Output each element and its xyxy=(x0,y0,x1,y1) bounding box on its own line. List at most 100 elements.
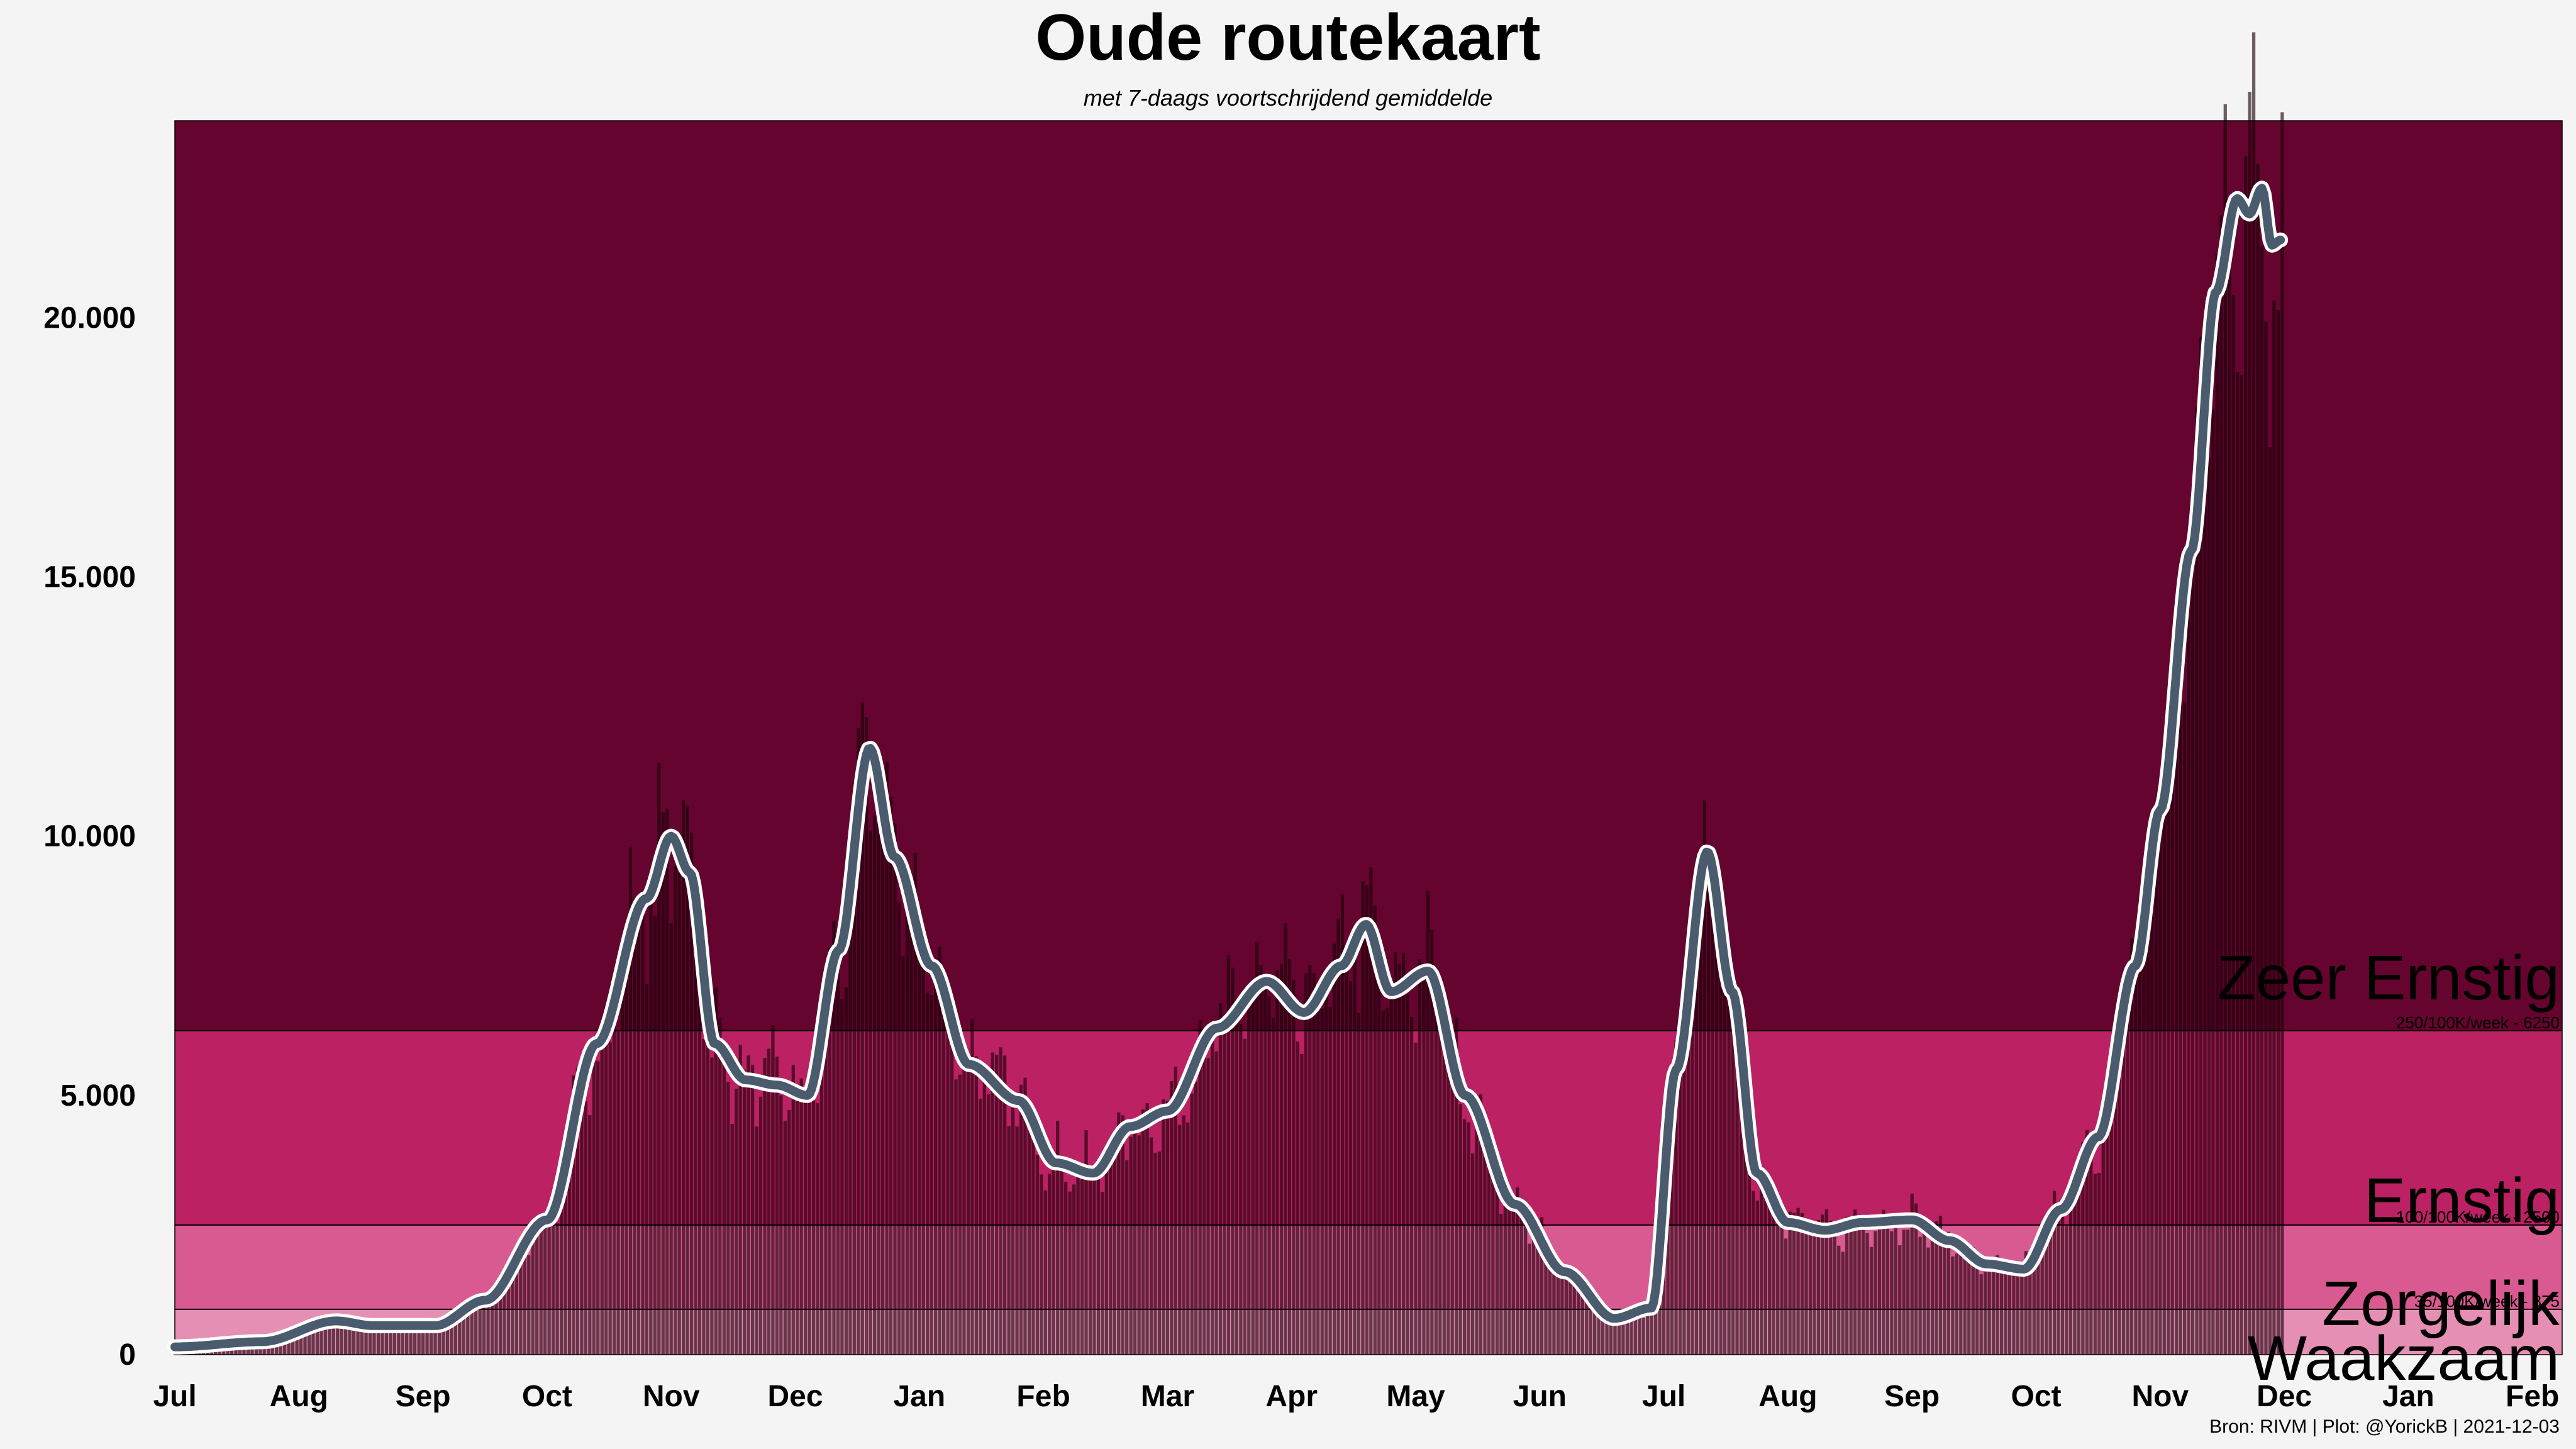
daily-bar xyxy=(1564,1267,1568,1355)
daily-bar xyxy=(1345,965,1348,1355)
daily-bar xyxy=(1153,1152,1157,1355)
daily-bar xyxy=(1885,1218,1890,1355)
daily-bar xyxy=(413,1328,417,1355)
daily-bar xyxy=(1426,891,1430,1355)
daily-bar xyxy=(2158,797,2162,1355)
daily-bar xyxy=(1808,1235,1813,1355)
daily-bar xyxy=(2134,977,2138,1355)
daily-bar xyxy=(1397,963,1401,1355)
daily-bar xyxy=(1629,1309,1633,1355)
daily-bar xyxy=(694,926,697,1355)
daily-bar xyxy=(1585,1297,1589,1355)
daily-bar xyxy=(865,717,869,1355)
daily-bar xyxy=(901,956,905,1355)
x-tick-label: Jan xyxy=(2382,1380,2434,1413)
zone-threshold-label: 250/100K/week - 6250 xyxy=(2396,1013,2560,1032)
daily-bar xyxy=(1601,1309,1605,1355)
daily-bar xyxy=(559,1192,564,1355)
daily-bar xyxy=(1833,1224,1836,1355)
daily-bar xyxy=(1788,1211,1792,1355)
daily-bar xyxy=(816,1103,819,1355)
daily-bar xyxy=(873,815,877,1355)
daily-bar xyxy=(857,728,860,1355)
daily-bar xyxy=(1731,1001,1735,1355)
x-tick-label: Feb xyxy=(1016,1380,1070,1413)
daily-bar xyxy=(1943,1245,1946,1355)
daily-bar xyxy=(1967,1248,1971,1355)
daily-bar xyxy=(755,1126,758,1355)
daily-bar xyxy=(702,1039,706,1355)
daily-bar xyxy=(1589,1298,1592,1355)
daily-bar xyxy=(1442,1038,1446,1355)
daily-bar xyxy=(1996,1255,1999,1355)
x-tick-label: Jun xyxy=(1513,1380,1567,1413)
daily-bar xyxy=(2089,1134,2093,1355)
daily-bar xyxy=(1174,1067,1177,1355)
daily-bar xyxy=(2268,447,2272,1355)
daily-bar xyxy=(2052,1191,2057,1355)
daily-bar xyxy=(1455,1018,1458,1355)
daily-bar xyxy=(799,1078,803,1355)
moving-average-line xyxy=(167,180,2289,1355)
daily-bar xyxy=(726,1082,730,1355)
daily-bar xyxy=(275,1341,279,1355)
x-tick-label: Oct xyxy=(2011,1380,2061,1413)
daily-bar xyxy=(1987,1256,1991,1355)
daily-bar xyxy=(1438,1018,1442,1355)
x-tick-label: Aug xyxy=(1758,1380,1817,1413)
daily-bar xyxy=(1747,1134,1752,1355)
daily-bar xyxy=(1813,1233,1816,1355)
daily-bar xyxy=(783,1121,787,1355)
daily-bar xyxy=(1621,1314,1625,1355)
daily-bar xyxy=(2219,215,2223,1355)
daily-bar xyxy=(979,1098,982,1355)
daily-bar xyxy=(877,811,880,1355)
daily-bar xyxy=(315,1322,319,1355)
daily-bar xyxy=(918,914,921,1355)
daily-bar xyxy=(791,1065,795,1355)
daily-bar xyxy=(1190,1093,1194,1355)
daily-bar xyxy=(2101,1138,2105,1355)
daily-bar xyxy=(1865,1233,1869,1355)
daily-bar xyxy=(1760,1173,1763,1355)
daily-bar xyxy=(1381,1010,1385,1355)
daily-bar xyxy=(1930,1231,1935,1355)
daily-bar xyxy=(930,994,933,1355)
daily-bar xyxy=(1963,1256,1967,1355)
daily-bar xyxy=(767,1048,771,1355)
daily-bar xyxy=(2280,112,2284,1355)
daily-bar xyxy=(2182,701,2187,1355)
daily-bar xyxy=(616,1030,620,1355)
daily-bar xyxy=(551,1213,555,1355)
daily-bar xyxy=(1194,1081,1198,1355)
daily-bar xyxy=(1824,1209,1828,1355)
daily-bar xyxy=(502,1285,506,1355)
daily-bar xyxy=(1548,1258,1552,1355)
daily-bar xyxy=(2048,1223,2052,1355)
daily-bar xyxy=(1979,1274,1983,1355)
daily-bar xyxy=(1816,1220,1821,1355)
daily-bar xyxy=(1752,1191,1755,1355)
daily-bar xyxy=(1577,1280,1580,1355)
daily-bar xyxy=(2045,1222,2048,1355)
daily-bar xyxy=(389,1326,392,1355)
daily-bar xyxy=(1633,1311,1637,1355)
daily-bar xyxy=(1357,1013,1361,1355)
daily-bar xyxy=(1670,1109,1674,1355)
daily-bar xyxy=(1162,1099,1165,1355)
daily-bar xyxy=(453,1315,457,1355)
y-tick-label: 10.000 xyxy=(43,820,136,853)
daily-bar xyxy=(804,1087,808,1355)
daily-bar xyxy=(2150,886,2154,1355)
daily-bar xyxy=(2073,1178,2077,1355)
daily-bar xyxy=(645,984,649,1355)
daily-bar xyxy=(596,1061,600,1355)
daily-bar xyxy=(401,1323,404,1355)
daily-bar xyxy=(775,1057,779,1355)
daily-bar xyxy=(1023,1077,1027,1355)
daily-bar xyxy=(2203,407,2207,1355)
daily-bar xyxy=(2167,695,2170,1355)
daily-bar xyxy=(445,1324,450,1355)
daily-bar xyxy=(1027,1109,1031,1355)
